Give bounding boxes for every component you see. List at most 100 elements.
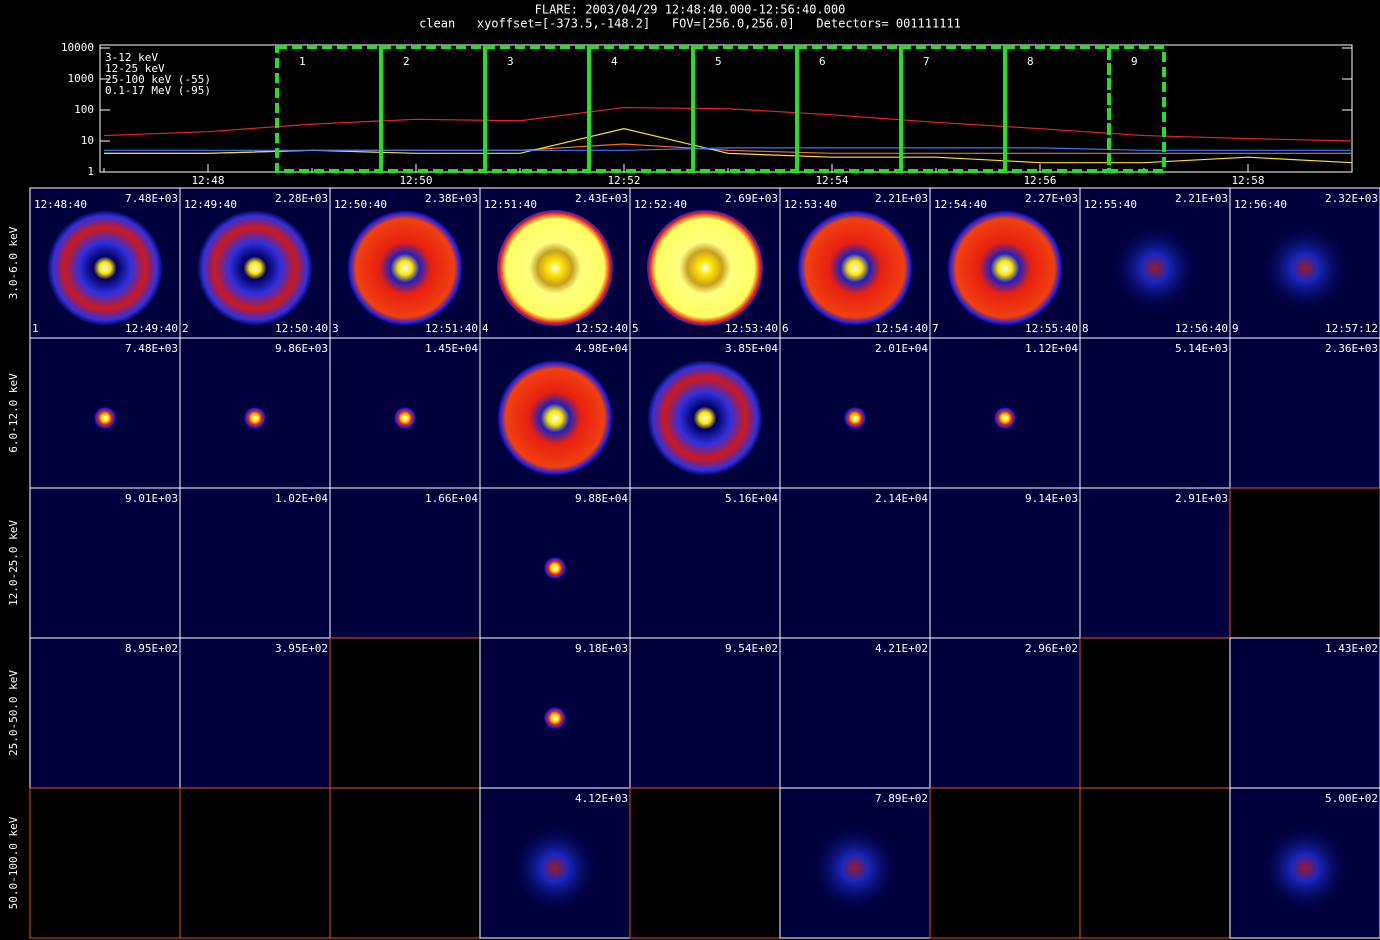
start-time: 12:53:40 <box>784 198 837 211</box>
interval-index: 8 <box>1082 322 1089 335</box>
interval-box <box>587 45 695 173</box>
interval-index: 3 <box>332 322 339 335</box>
max-label: 2.38E+03 <box>425 192 478 205</box>
image-cell <box>929 787 1081 939</box>
max-label: 2.27E+03 <box>1025 192 1078 205</box>
start-time: 12:52:40 <box>634 198 687 211</box>
max-label: 9.14E+03 <box>1025 492 1078 505</box>
image-source <box>1260 223 1350 313</box>
image-source <box>497 360 613 476</box>
image-cell <box>929 487 1081 639</box>
row-label: 50.0-100.0 keV <box>7 816 20 909</box>
end-time: 12:52:40 <box>575 322 628 335</box>
max-label: 2.21E+03 <box>1175 192 1228 205</box>
max-label: 1.45E+04 <box>425 342 478 355</box>
start-time: 12:55:40 <box>1084 198 1137 211</box>
end-time: 12:55:40 <box>1025 322 1078 335</box>
max-label: 4.98E+04 <box>575 342 628 355</box>
interval-index: 6 <box>782 322 789 335</box>
x-tick-label: 12:58 <box>1231 174 1264 187</box>
image-cell <box>1229 487 1380 639</box>
image-cell <box>629 787 781 939</box>
y-tick-label: 100 <box>74 103 94 116</box>
image-cell <box>29 787 181 939</box>
image-cell <box>779 637 931 789</box>
end-time: 12:49:40 <box>125 322 178 335</box>
image-cell <box>29 637 181 789</box>
max-label: 2.91E+03 <box>1175 492 1228 505</box>
max-label: 2.96E+02 <box>1025 642 1078 655</box>
x-tick-label: 12:52 <box>607 174 640 187</box>
max-label: 5.14E+03 <box>1175 342 1228 355</box>
image-cell <box>929 637 1081 789</box>
start-time: 12:50:40 <box>334 198 387 211</box>
image-source <box>347 210 463 326</box>
row-label: 6.0-12.0 keV <box>7 373 20 453</box>
max-label: 5.16E+04 <box>725 492 778 505</box>
x-tick-label: 12:54 <box>815 174 848 187</box>
image-cell <box>1229 637 1380 789</box>
image-source <box>543 706 567 730</box>
image-source <box>497 210 613 326</box>
end-time: 12:50:40 <box>275 322 328 335</box>
x-tick-label: 12:56 <box>1023 174 1056 187</box>
image-cell <box>179 487 331 639</box>
image-cell <box>329 487 481 639</box>
legend-entry: 12-25 keV <box>105 62 165 75</box>
image-source <box>510 823 600 913</box>
image-cell <box>329 637 481 789</box>
title: FLARE: 2003/04/29 12:48:40.000-12:56:40.… <box>535 3 846 17</box>
image-cell <box>179 637 331 789</box>
interval-label: 6 <box>819 55 826 68</box>
image-source <box>947 210 1063 326</box>
max-label: 7.89E+02 <box>875 792 928 805</box>
row-label: 12.0-25.0 keV <box>7 520 20 606</box>
max-label: 2.21E+03 <box>875 192 928 205</box>
end-time: 12:56:40 <box>1175 322 1228 335</box>
max-label: 9.54E+02 <box>725 642 778 655</box>
row-label: 3.0-6.0 keV <box>7 226 20 299</box>
image-source <box>810 823 900 913</box>
y-tick-label: 1 <box>87 165 94 178</box>
max-label: 9.01E+03 <box>125 492 178 505</box>
max-label: 2.69E+03 <box>725 192 778 205</box>
image-cell <box>629 637 781 789</box>
interval-index: 4 <box>482 322 489 335</box>
interval-label: 8 <box>1027 55 1034 68</box>
legend-entry: 3-12 keV <box>105 51 158 64</box>
image-source <box>993 406 1017 430</box>
interval-label: 3 <box>507 55 514 68</box>
image-source <box>647 210 763 326</box>
image-cell <box>1079 787 1231 939</box>
image-source <box>93 406 117 430</box>
interval-index: 2 <box>182 322 189 335</box>
interval-index: 7 <box>932 322 939 335</box>
max-label: 5.00E+02 <box>1325 792 1378 805</box>
legend-entry: 25-100 keV (-55) <box>105 73 211 86</box>
legend-entry: 0.1-17 MeV (-95) <box>105 84 211 97</box>
start-time: 12:51:40 <box>484 198 537 211</box>
max-label: 3.85E+04 <box>725 342 778 355</box>
series-line <box>104 147 1352 151</box>
image-cell <box>1229 337 1380 489</box>
end-time: 12:54:40 <box>875 322 928 335</box>
max-label: 9.88E+04 <box>575 492 628 505</box>
max-label: 1.02E+04 <box>275 492 328 505</box>
image-source <box>1260 823 1350 913</box>
row-label: 25.0-50.0 keV <box>7 670 20 756</box>
max-label: 2.28E+03 <box>275 192 328 205</box>
interval-box <box>483 45 591 173</box>
interval-label: 9 <box>1131 55 1138 68</box>
image-source <box>393 406 417 430</box>
end-time: 12:53:40 <box>725 322 778 335</box>
image-source <box>197 210 313 326</box>
interval-label: 2 <box>403 55 410 68</box>
image-cell <box>779 487 931 639</box>
image-cell <box>29 487 181 639</box>
max-label: 1.12E+04 <box>1025 342 1078 355</box>
max-label: 7.48E+03 <box>125 342 178 355</box>
interval-box <box>1003 45 1111 173</box>
y-tick-label: 10000 <box>61 41 94 54</box>
interval-label: 4 <box>611 55 618 68</box>
